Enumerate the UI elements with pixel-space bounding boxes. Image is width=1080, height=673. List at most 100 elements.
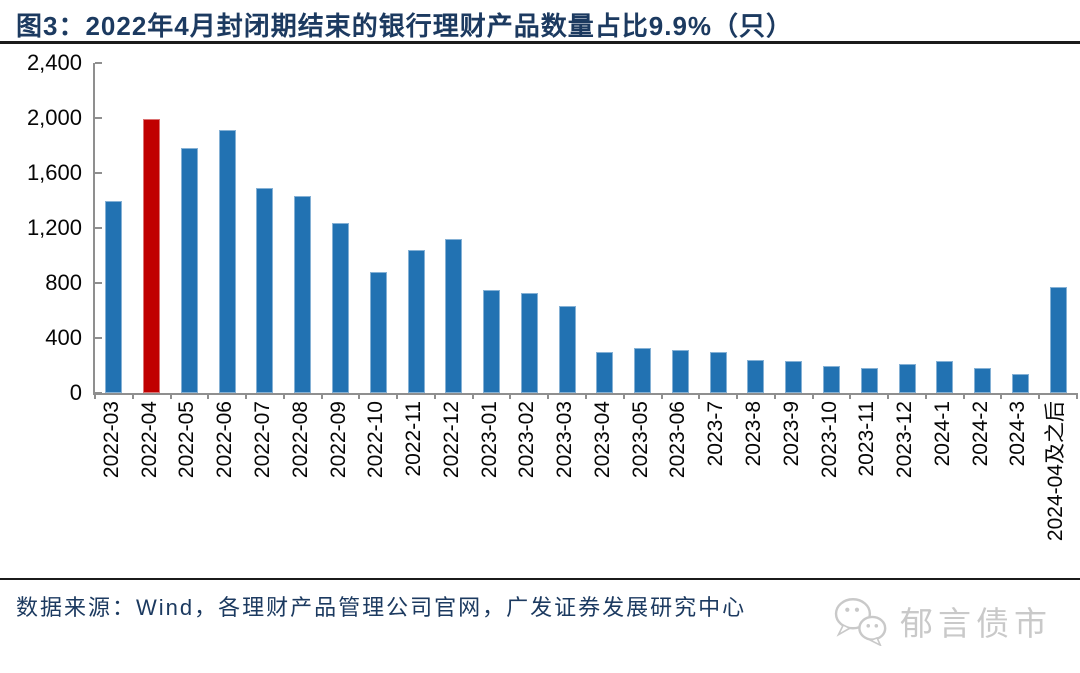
x-tick: [698, 393, 701, 399]
x-tick-label: 2023-12: [893, 401, 917, 479]
y-tick: [95, 282, 102, 284]
y-tick-label: 800: [45, 270, 82, 295]
x-tick-label: 2023-03: [553, 401, 577, 479]
bar: [294, 196, 312, 393]
bar: [634, 347, 652, 393]
x-tick-label: 2023-9: [779, 401, 803, 467]
x-tick-label: 2023-01: [477, 401, 501, 479]
x-tick-label: 2023-04: [590, 401, 614, 479]
plot-area: [93, 62, 1078, 399]
x-tick: [660, 393, 663, 399]
footer-divider: [0, 578, 1080, 580]
y-tick-label: 2,000: [26, 105, 82, 130]
bar: [747, 360, 765, 393]
bar: [483, 289, 501, 393]
x-tick-label: 2022-06: [213, 401, 237, 479]
x-tick-label: 2023-11: [855, 401, 879, 477]
x-tick: [320, 393, 323, 399]
x-tick-label: 2022-04: [137, 401, 161, 479]
x-tick: [547, 393, 550, 399]
x-tick: [887, 393, 890, 399]
bar: [558, 306, 576, 393]
data-source-note: 数据来源：Wind，各理财产品管理公司官网，广发证券发展研究中心: [16, 595, 747, 620]
x-tick: [585, 393, 587, 399]
bar: [407, 250, 425, 393]
bar: [445, 239, 463, 393]
x-tick-label: 2022-08: [288, 401, 312, 479]
x-tick: [962, 393, 965, 399]
bar: [332, 222, 349, 393]
chart-title: 图3：2022年4月封闭期结束的银行理财产品数量占比9.9%（只）: [16, 11, 794, 41]
x-axis-labels: 2022-03 2022-04 2022-05 2022-06 2022-07 2022-…: [93, 401, 1075, 575]
y-tick: [95, 337, 102, 339]
y-tick-label: 1,600: [26, 160, 82, 185]
x-tick: [1038, 393, 1041, 399]
x-tick-label: 2022-09: [326, 401, 350, 479]
x-tick-label: 2023-05: [628, 401, 652, 479]
x-tick: [245, 393, 248, 399]
wechat-icon: [834, 598, 887, 646]
bar: [520, 292, 538, 393]
x-tick-label: 2024-3: [1006, 401, 1030, 467]
y-tick: [95, 227, 102, 229]
title-divider: [0, 41, 1080, 44]
x-tick: [358, 393, 361, 399]
x-tick: [396, 393, 399, 399]
y-tick-label: 1,200: [26, 215, 82, 240]
y-tick: [95, 392, 102, 394]
bar: [256, 188, 274, 393]
bar: [898, 364, 916, 393]
x-tick: [811, 393, 814, 399]
x-tick: [169, 393, 172, 399]
y-axis-labels: 0 400 800 1,200 1,600 2,000 2,400: [0, 50, 82, 405]
x-tick-label: 2022-10: [364, 401, 388, 479]
bar: [785, 361, 803, 393]
bar: [180, 148, 198, 393]
bar: [860, 367, 878, 393]
bar: [1011, 373, 1029, 393]
y-tick-label: 0: [69, 380, 82, 405]
x-tick-label: 2024-04及之后: [1044, 401, 1068, 542]
bar: [671, 350, 689, 393]
x-tick: [924, 393, 927, 399]
x-tick-label: 2022-05: [175, 401, 199, 479]
x-tick: [207, 393, 210, 399]
x-tick-label: 2023-02: [515, 401, 539, 479]
bar: [596, 351, 614, 393]
x-tick-label: 2023-8: [741, 401, 765, 467]
bar-chart: 0 400 800 1,200 1,600 2,000 2,400 2022-03 2022-…: [0, 45, 1080, 575]
x-tick-label: 2022-03: [99, 401, 123, 479]
x-tick: [433, 393, 436, 399]
watermark: 郁言债市: [832, 596, 1052, 646]
x-tick: [622, 393, 625, 399]
bar: [709, 351, 727, 393]
watermark-text: 郁言债市: [900, 605, 1052, 642]
x-tick-label: 2023-10: [817, 401, 841, 479]
bar: [823, 365, 840, 393]
y-tick: [95, 62, 102, 64]
x-tick-label: 2022-07: [250, 401, 274, 479]
x-tick: [849, 393, 852, 399]
x-tick: [1000, 393, 1003, 399]
x-tick-label: 2024-2: [968, 401, 992, 467]
x-tick: [282, 393, 285, 399]
y-tick-label: 2,400: [26, 50, 82, 75]
bar: [1049, 287, 1067, 393]
y-tick: [95, 117, 102, 119]
bar: [974, 368, 992, 393]
x-tick-label: 2024-1: [930, 401, 954, 467]
bar: [936, 361, 954, 393]
bar-highlighted: [143, 119, 161, 393]
x-tick-label: 2023-7: [704, 401, 728, 467]
x-tick: [94, 393, 96, 399]
bar: [105, 200, 123, 393]
x-tick-label: 2022-11: [402, 401, 426, 477]
x-tick: [131, 393, 134, 399]
x-tick-label: 2023-06: [666, 401, 690, 479]
bar: [369, 272, 387, 393]
x-tick: [509, 393, 512, 399]
x-tick: [773, 393, 776, 399]
bar: [218, 130, 236, 393]
y-tick: [95, 172, 102, 174]
